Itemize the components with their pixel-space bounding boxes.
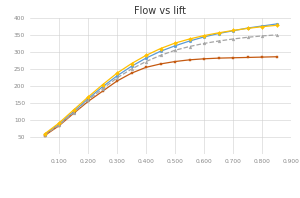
RC Radius Rod LS3 Intake & RR head — [159, 54, 162, 57]
RC Radius Rod LS3 Intake & RR head — [86, 99, 90, 101]
RC Radius Rod LS3 Intake & RR head — [231, 38, 235, 40]
Stock LS3 Intake & RR head — [86, 100, 90, 103]
Title: Flow vs lift: Flow vs lift — [134, 6, 187, 16]
Fallen Worst Run LS3 Head - Ported — [115, 75, 119, 77]
FAST/54 ported Test LSXR LS3 Heads — [275, 24, 278, 27]
Fallen Worst Run LS3 Head - Ported — [231, 30, 235, 32]
FAST/54 ported Test LSXR LS3 Heads — [72, 109, 75, 111]
Stock LS3 Intake & RR head — [72, 112, 75, 115]
FAST/54 ported Test LSXR LS3 Heads — [202, 34, 206, 37]
FAST/54 ported Test LSXR LS3 Heads — [130, 62, 133, 65]
FAST/54 ported Test LSXR LS3 Heads — [173, 42, 177, 44]
Fallen Worst Run LS3 Head - Ported — [159, 50, 162, 52]
Fallen Worst Run LS3 Head - Ported — [101, 86, 104, 88]
Fallen Worst Run LS3 Head - Ported — [246, 27, 249, 29]
Fallen Worst Run LS3 Head - Ported — [57, 123, 61, 126]
Fallen Worst Run LS3 Head - Ported — [188, 40, 191, 42]
FAST/54 ported Test LSXR LS3 Heads — [115, 72, 119, 74]
FAST/54 ported Test LSXR LS3 Heads — [260, 26, 264, 28]
FAST/54 ported Test LSXR LS3 Heads — [57, 122, 61, 124]
Stock LS3 Intake & RR head — [130, 72, 133, 74]
RC Radius Rod LS3 Intake & RR head — [43, 134, 46, 136]
FAST/54 ported Test LSXR LS3 Heads — [86, 96, 90, 98]
Stock LS3 Intake & RR head — [115, 80, 119, 82]
RC Radius Rod LS3 Intake & RR head — [246, 36, 249, 38]
FAST/54 ported Test LSXR LS3 Heads — [144, 54, 148, 57]
RC Radius Rod LS3 Intake & RR head — [260, 35, 264, 37]
Fallen Worst Run LS3 Head - Ported — [217, 32, 220, 35]
Fallen Worst Run LS3 Head - Ported — [72, 110, 75, 113]
RC Radius Rod LS3 Intake & RR head — [72, 112, 75, 114]
RC Radius Rod LS3 Intake & RR head — [144, 60, 148, 63]
Fallen Worst Run LS3 Head - Ported — [260, 25, 264, 27]
RC Radius Rod LS3 Intake & RR head — [188, 45, 191, 48]
Fallen Worst Run LS3 Head - Ported — [275, 23, 278, 25]
Fallen Worst Run LS3 Head - Ported — [144, 57, 148, 59]
Line: RC Radius Rod LS3 Intake & RR head: RC Radius Rod LS3 Intake & RR head — [43, 33, 278, 136]
Line: Fallen Worst Run LS3 Head - Ported: Fallen Worst Run LS3 Head - Ported — [43, 23, 278, 136]
RC Radius Rod LS3 Intake & RR head — [202, 42, 206, 45]
RC Radius Rod LS3 Intake & RR head — [57, 124, 61, 126]
Fallen Worst Run LS3 Head - Ported — [130, 65, 133, 68]
Stock LS3 Intake & RR head — [275, 56, 278, 58]
FAST/54 ported Test LSXR LS3 Heads — [159, 47, 162, 50]
Stock LS3 Intake & RR head — [173, 60, 177, 63]
Fallen Worst Run LS3 Head - Ported — [86, 98, 90, 100]
RC Radius Rod LS3 Intake & RR head — [101, 88, 104, 90]
RC Radius Rod LS3 Intake & RR head — [173, 49, 177, 51]
Line: Stock LS3 Intake & RR head: Stock LS3 Intake & RR head — [43, 55, 278, 137]
Stock LS3 Intake & RR head — [260, 56, 264, 58]
Stock LS3 Intake & RR head — [188, 59, 191, 61]
Stock LS3 Intake & RR head — [231, 57, 235, 59]
Stock LS3 Intake & RR head — [43, 134, 46, 137]
FAST/54 ported Test LSXR LS3 Heads — [246, 27, 249, 30]
RC Radius Rod LS3 Intake & RR head — [217, 40, 220, 42]
FAST/54 ported Test LSXR LS3 Heads — [231, 29, 235, 32]
Fallen Worst Run LS3 Head - Ported — [202, 36, 206, 38]
Stock LS3 Intake & RR head — [101, 90, 104, 92]
Stock LS3 Intake & RR head — [202, 58, 206, 60]
Stock LS3 Intake & RR head — [144, 66, 148, 69]
FAST/54 ported Test LSXR LS3 Heads — [188, 38, 191, 40]
RC Radius Rod LS3 Intake & RR head — [130, 68, 133, 70]
Stock LS3 Intake & RR head — [57, 125, 61, 127]
Fallen Worst Run LS3 Head - Ported — [173, 45, 177, 47]
Fallen Worst Run LS3 Head - Ported — [43, 133, 46, 136]
FAST/54 ported Test LSXR LS3 Heads — [101, 84, 104, 86]
RC Radius Rod LS3 Intake & RR head — [115, 77, 119, 79]
Stock LS3 Intake & RR head — [217, 57, 220, 59]
FAST/54 ported Test LSXR LS3 Heads — [217, 32, 220, 34]
Line: FAST/54 ported Test LSXR LS3 Heads: FAST/54 ported Test LSXR LS3 Heads — [43, 24, 278, 135]
RC Radius Rod LS3 Intake & RR head — [275, 34, 278, 36]
FAST/54 ported Test LSXR LS3 Heads — [43, 133, 46, 135]
Stock LS3 Intake & RR head — [159, 63, 162, 65]
Stock LS3 Intake & RR head — [246, 56, 249, 59]
